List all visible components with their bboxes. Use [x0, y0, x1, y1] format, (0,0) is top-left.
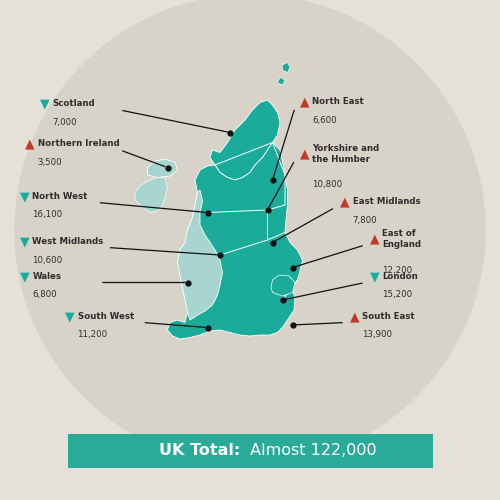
Text: Northern Ireland: Northern Ireland [38, 140, 119, 148]
Text: North West: North West [32, 192, 88, 201]
Text: ▲: ▲ [340, 195, 349, 208]
Text: West Midlands: West Midlands [32, 237, 104, 246]
Text: 12,200: 12,200 [382, 266, 412, 274]
Polygon shape [282, 62, 290, 72]
Polygon shape [278, 78, 285, 85]
Polygon shape [168, 142, 302, 339]
Text: Wales: Wales [32, 272, 62, 281]
Text: South East: South East [362, 312, 415, 321]
Text: ▲: ▲ [350, 310, 360, 323]
Circle shape [15, 0, 485, 465]
Text: 3,500: 3,500 [38, 158, 62, 167]
Text: North East: North East [312, 97, 364, 106]
Text: 6,800: 6,800 [32, 290, 57, 300]
Polygon shape [135, 178, 168, 212]
Text: Almost 122,000: Almost 122,000 [245, 443, 376, 458]
Polygon shape [271, 275, 295, 296]
Text: East of
England: East of England [382, 230, 422, 248]
Text: 6,600: 6,600 [312, 116, 337, 124]
FancyBboxPatch shape [68, 434, 432, 468]
Text: ▲: ▲ [300, 95, 310, 108]
Text: 7,000: 7,000 [52, 118, 77, 127]
Text: 16,100: 16,100 [32, 210, 62, 220]
Text: ▲: ▲ [25, 138, 34, 150]
Text: ▼: ▼ [370, 270, 380, 283]
Text: UK Total:: UK Total: [159, 443, 240, 458]
Text: ▼: ▼ [20, 190, 30, 203]
Text: South West: South West [78, 312, 134, 321]
Text: East Midlands: East Midlands [352, 197, 420, 206]
Polygon shape [148, 159, 178, 178]
Text: Scotland: Scotland [52, 100, 95, 108]
Text: ▲: ▲ [370, 232, 380, 245]
Polygon shape [210, 100, 280, 180]
Text: 10,600: 10,600 [32, 256, 62, 264]
Polygon shape [178, 190, 222, 320]
Text: ▼: ▼ [65, 310, 74, 323]
Text: ▼: ▼ [20, 235, 30, 248]
Text: 10,800: 10,800 [312, 180, 342, 190]
Text: London: London [382, 272, 418, 281]
Text: ▼: ▼ [40, 98, 50, 110]
Text: Yorkshire and
the Humber: Yorkshire and the Humber [312, 144, 380, 164]
Text: 15,200: 15,200 [382, 290, 412, 300]
Text: ▲: ▲ [300, 148, 310, 160]
Text: ▼: ▼ [20, 270, 30, 283]
Text: 11,200: 11,200 [78, 330, 108, 340]
Text: 13,900: 13,900 [362, 330, 392, 340]
Text: 7,800: 7,800 [352, 216, 377, 224]
